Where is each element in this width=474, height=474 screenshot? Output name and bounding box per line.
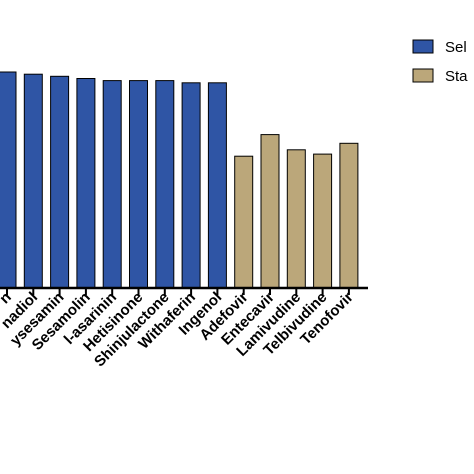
bar-sta-11 xyxy=(286,149,306,289)
bar-sel-3 xyxy=(76,78,96,289)
bar-sel-5 xyxy=(129,80,148,289)
bars-group xyxy=(0,71,359,289)
bar-sel-6 xyxy=(155,80,175,289)
bar-sel-0 xyxy=(0,71,17,289)
bar-sel-1 xyxy=(23,73,43,289)
legend-swatch-sta xyxy=(412,68,434,83)
bar-sel-4 xyxy=(102,80,122,289)
bar-sel-7 xyxy=(181,82,201,289)
x-tick-labels-group: nnadiolysesaminSesamolinl-asarininHetisi… xyxy=(0,289,357,371)
bar-sta-13 xyxy=(339,142,359,289)
x-ticks-group xyxy=(6,288,350,295)
bar-sta-10 xyxy=(260,134,280,289)
bar-sel-8 xyxy=(207,82,227,289)
bar-sta-9 xyxy=(234,155,254,289)
bar-sta-12 xyxy=(313,153,333,289)
legend-label-sel: Sel xyxy=(445,39,467,56)
bar-sel-2 xyxy=(50,75,70,289)
legend-swatch-sel xyxy=(412,39,434,54)
legend: Sel Sta xyxy=(412,39,468,85)
legend-label-sta: Sta xyxy=(445,68,468,85)
